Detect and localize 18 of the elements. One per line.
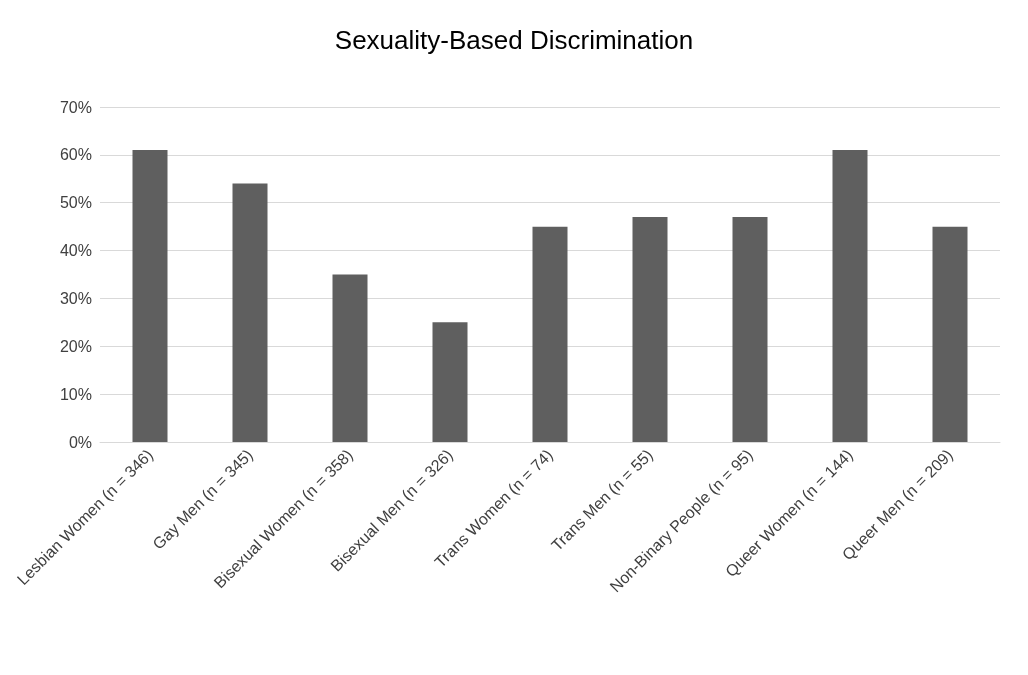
bar — [132, 150, 168, 442]
bar — [932, 226, 968, 442]
bar — [232, 183, 268, 442]
chart-title: Sexuality-Based Discrimination — [334, 25, 694, 55]
bar — [532, 226, 568, 442]
bar — [432, 322, 468, 442]
bar — [732, 217, 768, 442]
y-tick-label: 40% — [59, 242, 92, 260]
y-tick-label: 50% — [59, 194, 92, 212]
y-tick-label: 0% — [68, 433, 92, 451]
bar — [632, 217, 668, 442]
y-tick-label: 20% — [59, 337, 92, 355]
y-tick-label: 10% — [59, 385, 92, 403]
y-tick-label: 30% — [59, 289, 92, 307]
y-tick-label: 70% — [59, 98, 92, 116]
bar — [832, 150, 868, 442]
y-tick-label: 60% — [59, 146, 92, 164]
bar — [332, 274, 368, 442]
